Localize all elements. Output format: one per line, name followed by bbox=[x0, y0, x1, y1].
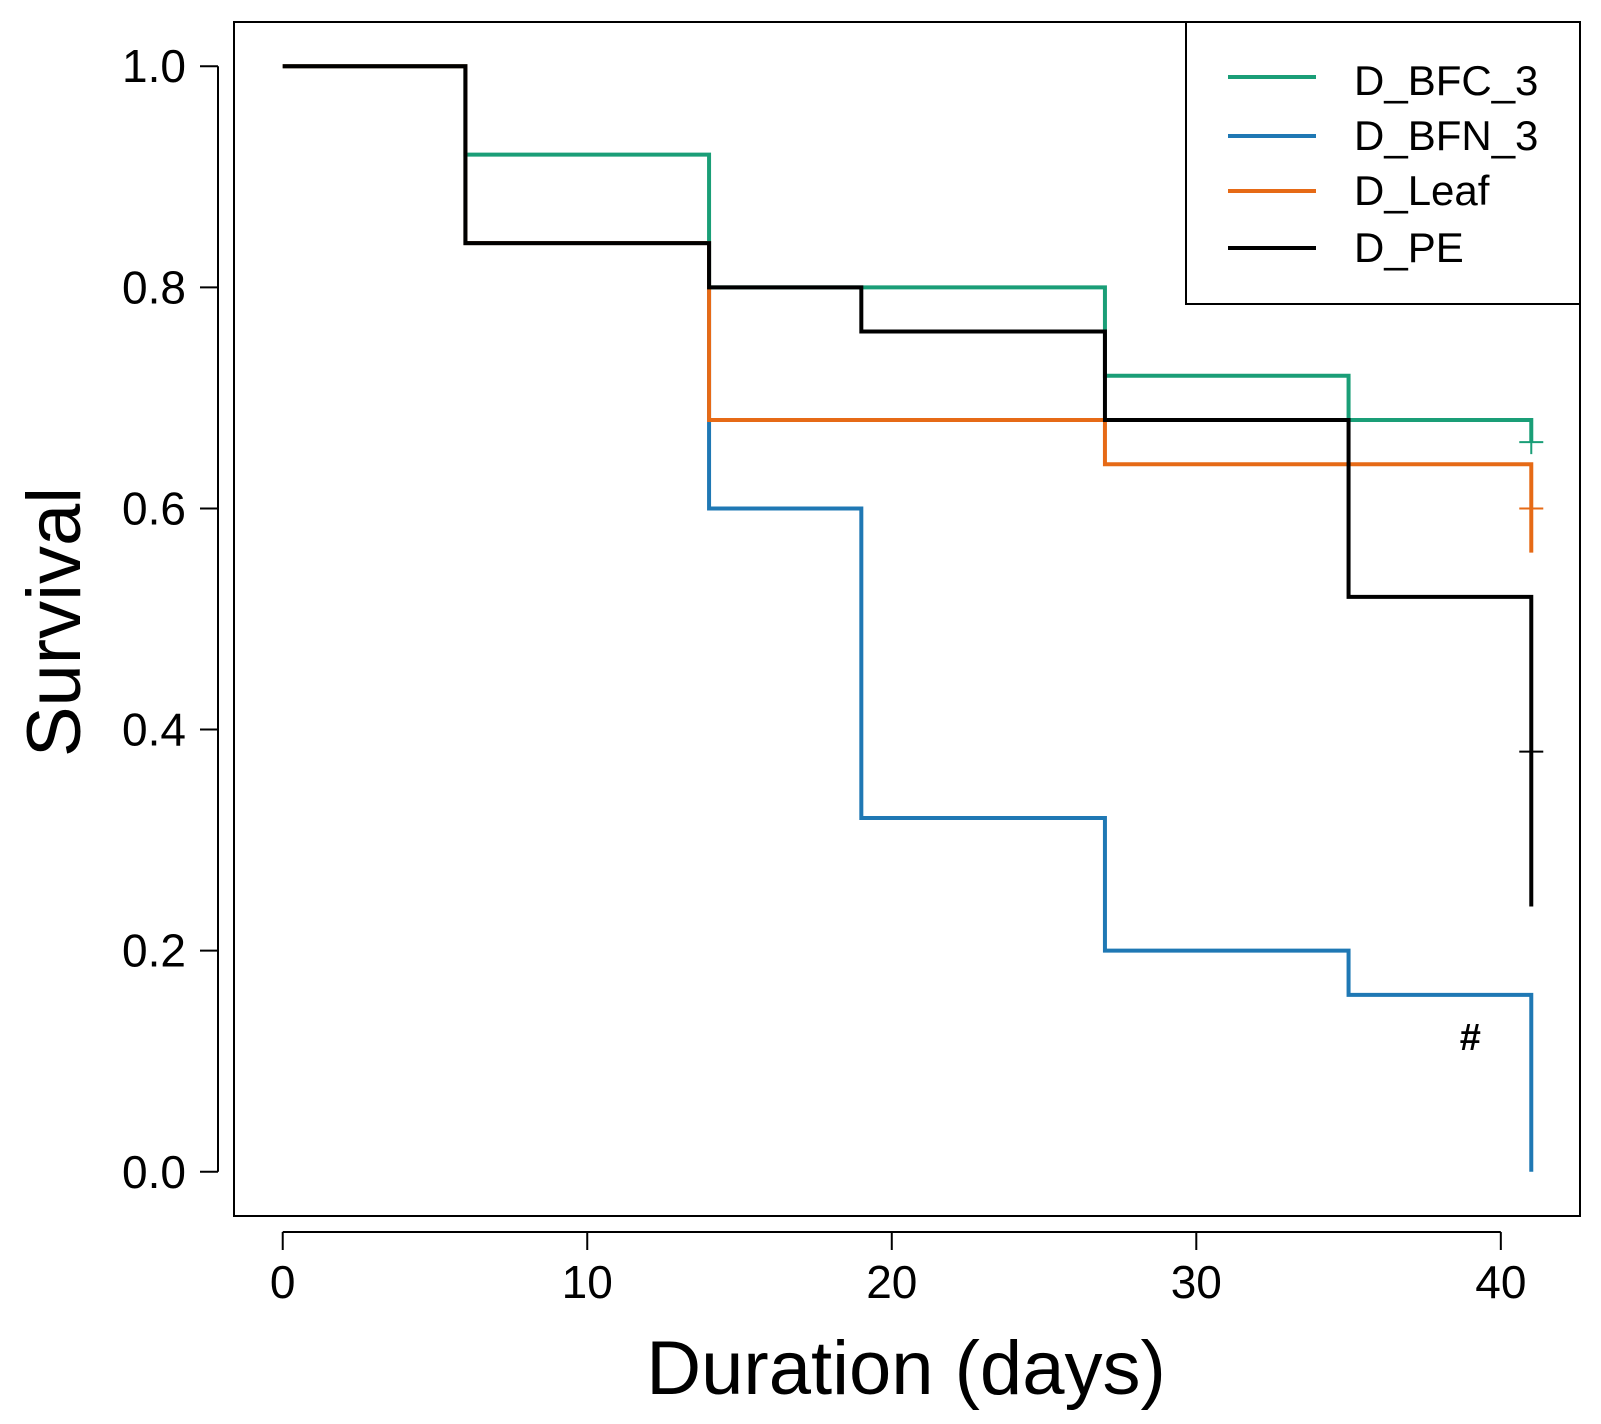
y-axis-label: Survival bbox=[12, 487, 97, 757]
censor-mark-d-leaf-0 bbox=[1519, 496, 1544, 521]
x-tick-label-40: 40 bbox=[1475, 1256, 1526, 1308]
y-tick-label-0-6: 0.6 bbox=[122, 482, 186, 534]
censor-mark-d-pe-0 bbox=[1519, 739, 1544, 764]
y-tick-label-0-2: 0.2 bbox=[122, 925, 186, 977]
x-tick-label-20: 20 bbox=[866, 1256, 917, 1308]
legend: D_BFC_3 D_BFN_3 D_Leaf D_PE bbox=[1185, 21, 1581, 305]
significance-annotation: # bbox=[1460, 1017, 1481, 1059]
legend-box bbox=[1185, 21, 1581, 305]
x-tick-label-0: 0 bbox=[270, 1256, 296, 1308]
plot-frame bbox=[233, 21, 1581, 1217]
censor-layer bbox=[1519, 430, 1544, 764]
legend-label-d-bfn-3: D_BFN_3 bbox=[1354, 112, 1538, 159]
x-axis-label: Duration (days) bbox=[646, 1326, 1166, 1411]
x-tick-label-30: 30 bbox=[1171, 1256, 1222, 1308]
y-tick-label-1-0: 1.0 bbox=[122, 40, 186, 92]
legend-label-d-leaf: D_Leaf bbox=[1354, 167, 1490, 214]
x-tick-label-10: 10 bbox=[562, 1256, 613, 1308]
y-tick-label-0-8: 0.8 bbox=[122, 261, 186, 313]
series-line-d-pe bbox=[282, 64, 1534, 907]
y-tick-label-0-4: 0.4 bbox=[122, 704, 186, 756]
censor-mark-d-bfc-3-0 bbox=[1519, 430, 1544, 455]
axes-layer: 0 10 20 30 40 0.0 0.2 0.4 0.6 0.8 1.0 bbox=[122, 40, 1526, 1308]
series-layer bbox=[282, 64, 1534, 1172]
y-tick-label-0-0: 0.0 bbox=[122, 1146, 186, 1198]
legend-label-d-pe: D_PE bbox=[1354, 224, 1464, 271]
legend-label-d-bfc-3: D_BFC_3 bbox=[1354, 57, 1538, 104]
